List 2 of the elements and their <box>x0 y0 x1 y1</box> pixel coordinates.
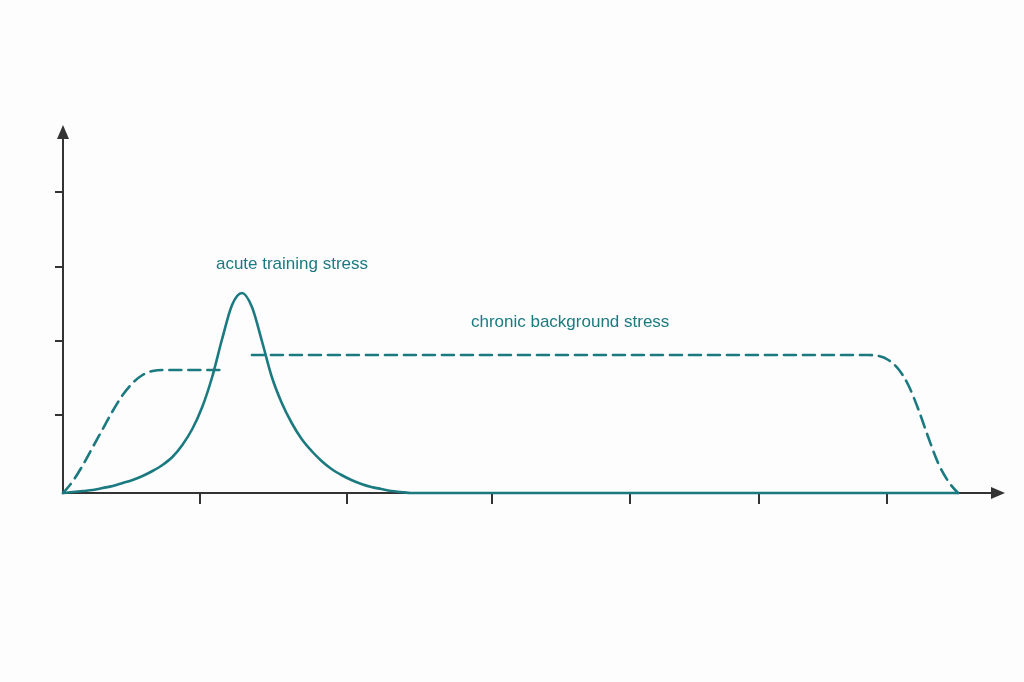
series-label: acute training stress <box>215 254 369 273</box>
series-label: chronic background stress <box>470 312 670 331</box>
